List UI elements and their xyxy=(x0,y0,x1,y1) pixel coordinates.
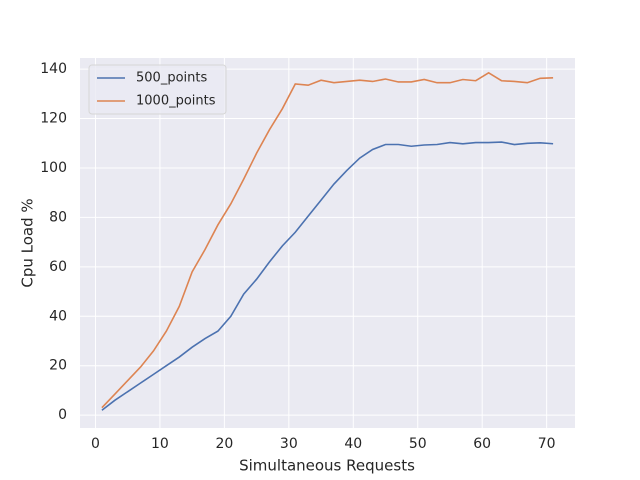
x-tick-label: 70 xyxy=(538,436,556,452)
line xyxy=(101,71,554,409)
y-tick-label: 100 xyxy=(40,160,67,176)
x-tick-label: 10 xyxy=(151,436,169,452)
y-tick-label: 20 xyxy=(49,358,67,374)
legend-label: 500_points xyxy=(136,71,207,86)
x-tick-label: 40 xyxy=(344,436,362,452)
x-tick-label: 20 xyxy=(215,436,233,452)
line xyxy=(101,141,554,411)
y-tick-label: 140 xyxy=(40,61,67,77)
y-tick-label: 120 xyxy=(40,111,67,127)
x-tick-label: 50 xyxy=(409,436,427,452)
y-tick-label: 40 xyxy=(49,308,67,324)
plot-area xyxy=(80,58,575,428)
x-tick-label: 30 xyxy=(280,436,298,452)
y-tick-label: 60 xyxy=(49,259,67,275)
legend-label: 1000_points xyxy=(136,94,216,109)
y-tick-label: 0 xyxy=(58,407,67,423)
x-tick-label: 0 xyxy=(91,436,100,452)
x-tick-label: 60 xyxy=(473,436,491,452)
y-axis-label: Cpu Load % xyxy=(19,198,37,287)
y-tick-label: 80 xyxy=(49,209,67,225)
x-axis-label: Simultaneous Requests xyxy=(239,457,415,475)
